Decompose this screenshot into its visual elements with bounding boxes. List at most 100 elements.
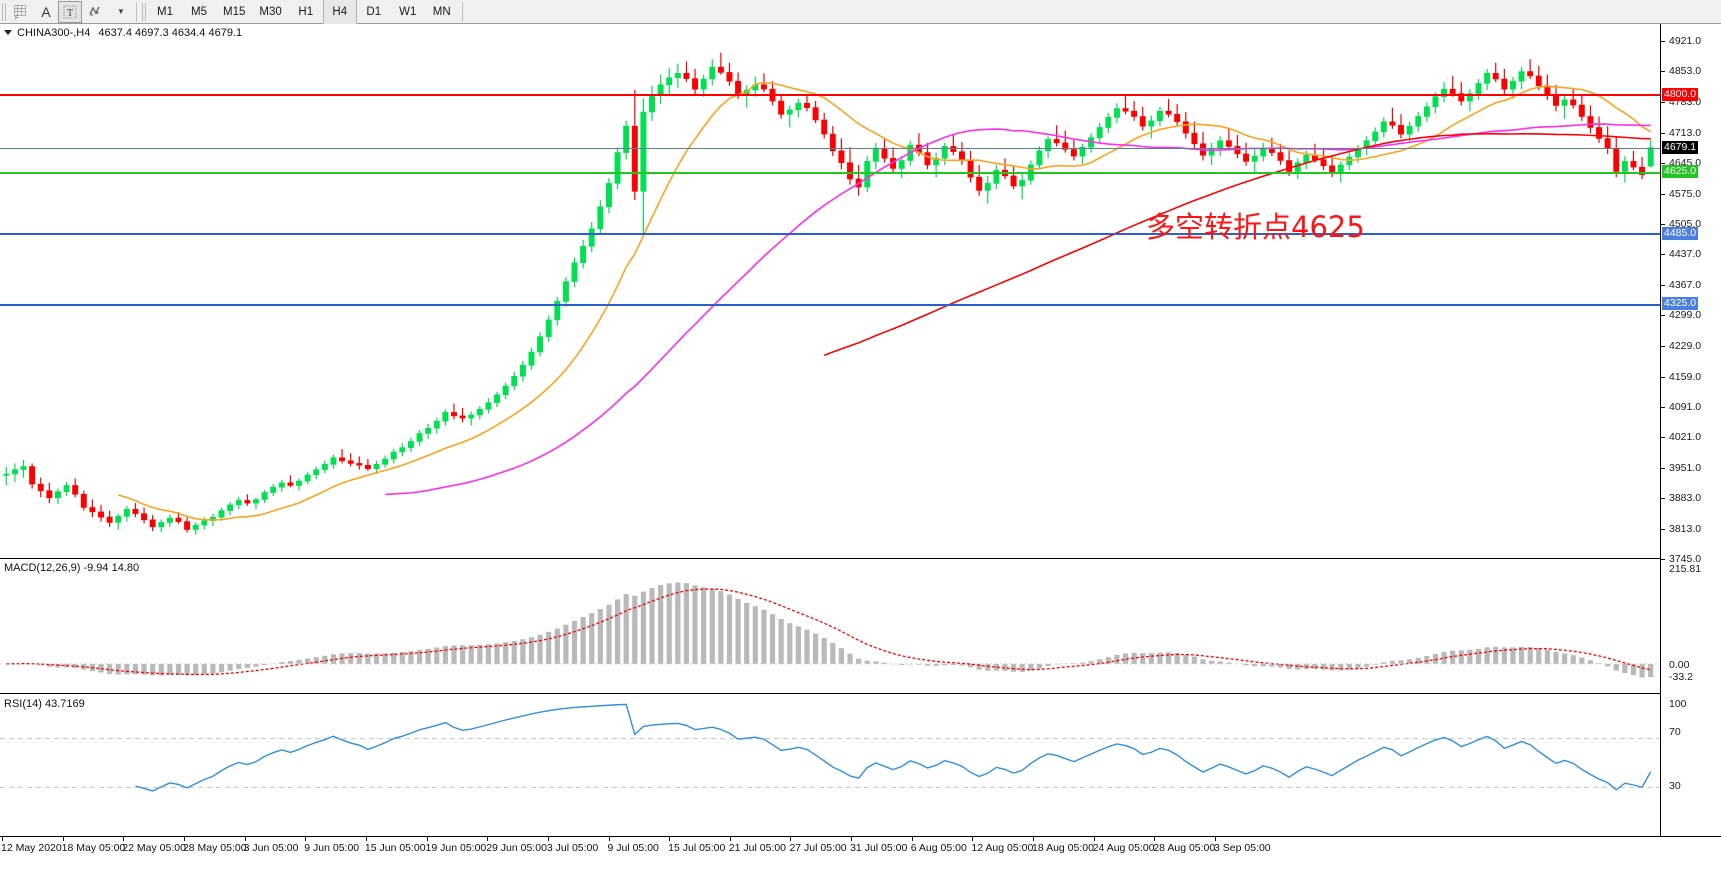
time-tick-mark xyxy=(1033,837,1035,841)
support-line-4325[interactable] xyxy=(0,303,1660,306)
price-tick-mark xyxy=(1661,406,1665,408)
last-price-tag[interactable]: 4679.1 xyxy=(1662,141,1699,155)
timeframe-mn[interactable]: MN xyxy=(432,5,451,18)
timeframe-m30[interactable]: M30 xyxy=(259,5,282,18)
macd-graph xyxy=(0,582,1660,678)
price-axis[interactable]: 4921.0 4853.0 4783.0 4713.0 4645.0 4575.0 4505… xyxy=(1660,24,1721,836)
price-tick-mark xyxy=(1661,162,1665,164)
price-tick-mark xyxy=(1661,101,1665,103)
timeframe-h1[interactable]: H1 xyxy=(298,5,314,18)
time-tick-mark xyxy=(1093,837,1095,841)
symbol-label: CHINA300-,H4 xyxy=(17,26,91,39)
timeframe-d1[interactable]: D1 xyxy=(366,5,382,18)
timeframe-w1[interactable]: W1 xyxy=(399,5,417,18)
time-tick-mark xyxy=(547,837,549,841)
price-tick-mark xyxy=(1661,345,1665,347)
price-tick-label: 4159.0 xyxy=(1669,370,1702,383)
price-panel[interactable]: CHINA300-,H4 4637.4 4697.3 4634.4 4679.1… xyxy=(0,24,1660,559)
price-tick-label: 3813.0 xyxy=(1669,523,1702,536)
time-tick-mark xyxy=(62,837,64,841)
time-tick-label: 29 Jun 05:00 xyxy=(486,842,547,854)
price-tick-label: 4229.0 xyxy=(1669,339,1702,352)
price-tick-label: 4575.0 xyxy=(1669,187,1702,200)
time-tick-label: 27 Jul 05:00 xyxy=(789,842,847,854)
time-tick-label: 18 Aug 05:00 xyxy=(1032,842,1094,854)
last-price-line-4679[interactable] xyxy=(0,147,1660,149)
time-tick-mark xyxy=(365,837,367,841)
price-candles xyxy=(3,52,1654,535)
price-tick-mark xyxy=(1661,193,1665,195)
chart-area[interactable]: CHINA300-,H4 4637.4 4697.3 4634.4 4679.1… xyxy=(0,24,1721,892)
time-tick-label: 15 Jul 05:00 xyxy=(668,842,726,854)
time-axis[interactable]: 12 May 2020 18 May 05:00 22 May 05:00 28 Ma… xyxy=(0,836,1721,892)
pivot-tag[interactable]: 4625.0 xyxy=(1662,165,1699,178)
time-tick-mark xyxy=(123,837,125,841)
price-tick-label: 4713.0 xyxy=(1669,126,1702,139)
price-tick-mark xyxy=(1661,41,1665,43)
time-tick-mark xyxy=(972,837,974,841)
price-tick-mark xyxy=(1661,376,1665,378)
time-tick-mark xyxy=(911,837,913,841)
timeframe-m5[interactable]: M5 xyxy=(191,5,207,18)
time-tick-label: 12 May 2020 xyxy=(1,842,62,854)
collapse-triangle-icon[interactable] xyxy=(4,30,12,35)
macd-indicator-label: MACD(12,26,9) -9.94 14.80 xyxy=(4,562,140,574)
time-tick-label: 31 Jul 05:00 xyxy=(850,842,908,854)
time-tick-mark xyxy=(2,837,3,841)
time-tick-label: 22 May 05:00 xyxy=(122,842,186,854)
price-tick-label: 3745.0 xyxy=(1669,553,1702,565)
time-tick-label: 24 Aug 05:00 xyxy=(1092,842,1155,854)
support-tag-1[interactable]: 4485.0 xyxy=(1662,226,1699,240)
symbol-quote-line: CHINA300-,H4 4637.4 4697.3 4634.4 4679.1 xyxy=(0,25,242,40)
price-tick-mark xyxy=(1661,285,1665,287)
rsi-indicator-label: RSI(14) 43.7169 xyxy=(4,698,85,710)
timeframe-m15[interactable]: M15 xyxy=(223,5,246,18)
time-tick-label: 21 Jul 05:00 xyxy=(728,842,787,854)
time-tick-mark xyxy=(1215,837,1216,841)
objects-dropdown-caret[interactable]: ▼ xyxy=(117,7,125,16)
toolbar-divider-1 xyxy=(136,1,137,22)
resistance-tag[interactable]: 4800.0 xyxy=(1662,87,1699,101)
time-tick-label: 3 Jul 05:00 xyxy=(546,842,599,854)
rsi-panel[interactable]: RSI(14) 43.7169 xyxy=(0,696,1660,836)
timeframe-h4[interactable]: H4 xyxy=(322,0,357,24)
macd-panel[interactable]: MACD(12,26,9) -9.94 14.80 xyxy=(0,560,1660,694)
time-tick-mark xyxy=(851,837,853,841)
time-tick-label: 15 Jun 05:00 xyxy=(364,842,426,854)
pivot-line-4625[interactable] xyxy=(0,171,1660,174)
price-tick-mark xyxy=(1661,437,1665,439)
price-tick-label: 4437.0 xyxy=(1669,248,1702,261)
price-tick-label: 4021.0 xyxy=(1669,431,1702,444)
chart-toolbar: F A T ▼ M1 M5 M15 M30 H1 H4 D1 W1 MN xyxy=(0,0,1721,24)
support-line-4485[interactable] xyxy=(0,233,1660,236)
time-tick-label: 3 Jun 05:00 xyxy=(243,842,299,854)
toolbar-grip[interactable] xyxy=(2,2,8,21)
price-tick-mark xyxy=(1661,498,1665,500)
price-tick-label: 4505.0 xyxy=(1669,218,1702,231)
timeframe-bar: M1 M5 M15 M30 H1 H4 D1 W1 MN xyxy=(148,0,459,24)
price-tick-label: 4853.0 xyxy=(1669,65,1702,78)
resistance-line-4800[interactable] xyxy=(0,94,1660,97)
time-tick-mark xyxy=(1154,837,1156,841)
time-tick-label: 6 Aug 05:00 xyxy=(910,842,967,854)
rsi-graph xyxy=(0,703,1660,792)
time-tick-label: 18 May 05:00 xyxy=(61,842,126,854)
time-tick-label: 9 Jun 05:00 xyxy=(304,842,360,854)
font-icon[interactable]: A xyxy=(41,3,51,20)
price-tick-label: 4921.0 xyxy=(1669,35,1702,48)
macd-tick-label: -33.2 xyxy=(1669,671,1693,683)
price-tick-label: 3951.0 xyxy=(1669,462,1702,475)
timeframe-m1[interactable]: M1 xyxy=(157,5,173,18)
price-tick-mark xyxy=(1661,315,1665,317)
timeframe-grip[interactable] xyxy=(142,2,148,21)
time-tick-label: 12 Aug 05:00 xyxy=(971,842,1034,854)
support-tag-2[interactable]: 4325.0 xyxy=(1662,297,1699,311)
time-tick-mark xyxy=(183,837,185,841)
price-tick-mark xyxy=(1661,71,1665,73)
crosshair-grid-icon[interactable]: F xyxy=(8,1,34,23)
text-label-icon[interactable]: T xyxy=(58,0,82,23)
price-tick-mark xyxy=(1661,254,1665,256)
time-tick-mark xyxy=(608,837,610,841)
objects-icon[interactable] xyxy=(82,1,108,23)
